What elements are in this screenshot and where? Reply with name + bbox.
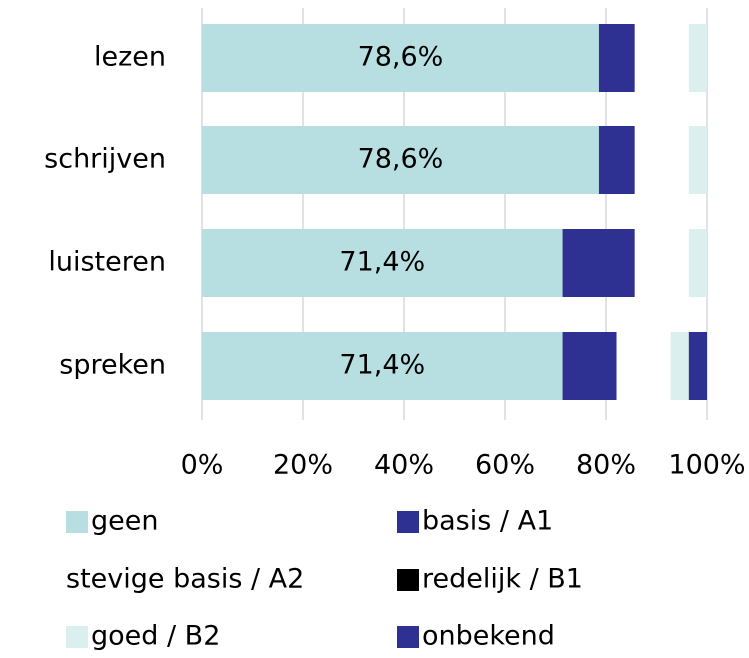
legend-marker [397,569,419,591]
legend-marker [66,511,88,533]
y-tick-label: schrijven [44,144,166,175]
legend-marker [66,569,88,591]
legend-label: redelijk / B1 [422,564,583,595]
bar-segment [688,229,707,297]
bar-segment [202,229,563,297]
bar-segment [670,332,689,400]
legend-label: geen [91,506,158,537]
bar-segment [634,229,689,297]
x-tick-label: 0% [181,450,224,481]
bar-segment [634,24,689,92]
bar-segment [202,126,599,194]
x-tick-label: 20% [273,450,333,481]
x-tick-label: 80% [576,450,636,481]
x-tick-label: 100% [668,450,745,481]
bar-segment [598,126,635,194]
legend-label: stevige basis / A2 [66,564,304,595]
data-label: 71,4% [339,350,425,381]
bar-segment [688,24,707,92]
bar-segment [634,126,689,194]
bar-segment [562,229,635,297]
x-tick-label: 40% [374,450,434,481]
legend-marker [66,626,88,648]
x-tick-label: 60% [475,450,535,481]
bar-segment [616,332,671,400]
y-tick-label: luisteren [48,247,166,278]
data-label: 78,6% [358,42,444,73]
y-tick-label: spreken [59,350,166,381]
data-label: 78,6% [358,144,444,175]
bar-segment [688,126,707,194]
legend-marker [397,511,419,533]
legend-label: basis / A1 [422,506,553,537]
legend-label: onbekend [422,621,555,652]
bar-segment [688,332,707,400]
bar-segment [562,332,617,400]
legend-marker [397,626,419,648]
data-label: 71,4% [339,247,425,278]
bar-segment [598,24,635,92]
legend-label: goed / B2 [91,621,220,652]
y-tick-label: lezen [94,42,166,73]
bar-segment [202,24,599,92]
bar-segment [202,332,563,400]
